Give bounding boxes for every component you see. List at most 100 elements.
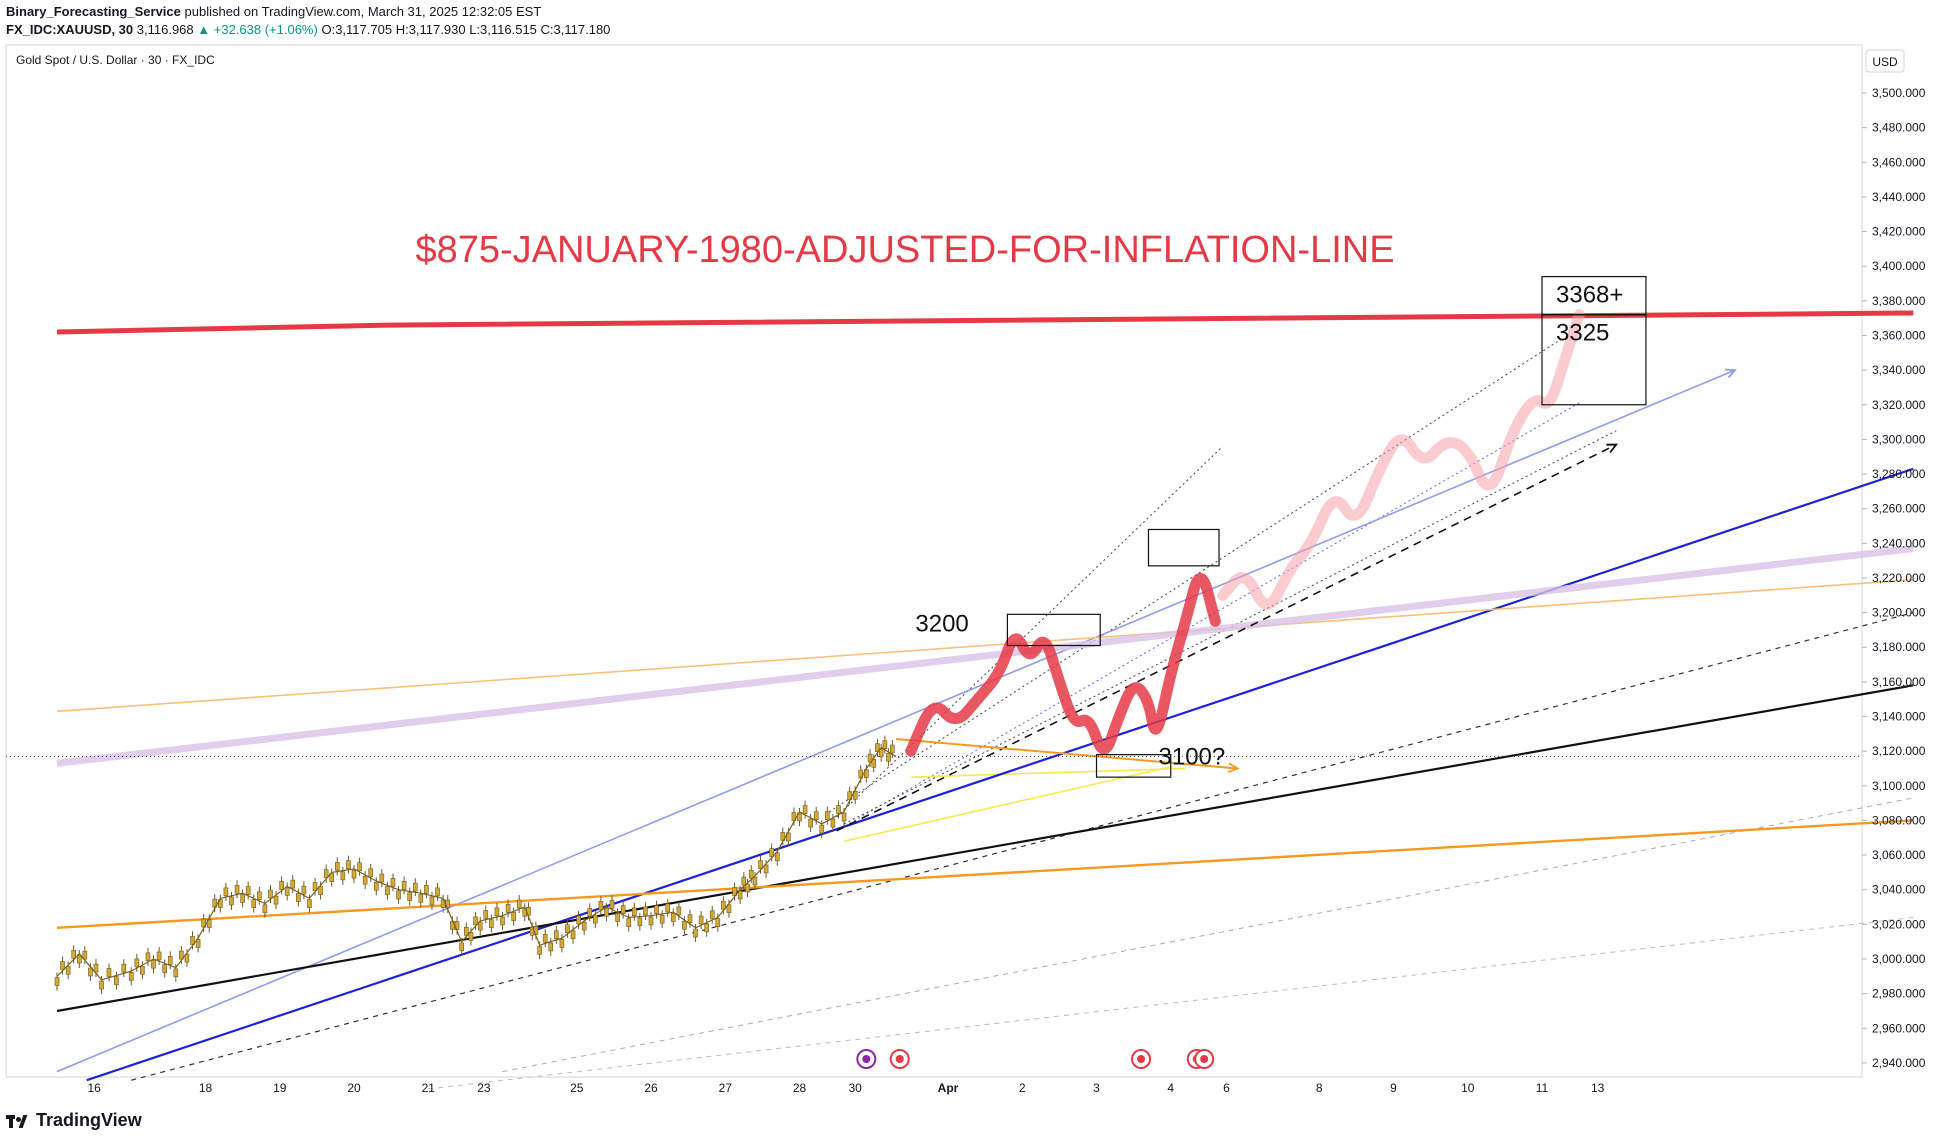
candle-body	[54, 977, 60, 986]
symbol-label: FX_IDC:XAUUSD, 30	[6, 22, 134, 37]
candle-body	[173, 968, 179, 978]
candle-body	[693, 928, 698, 938]
x-tick-label: 23	[477, 1081, 491, 1095]
candle-body	[121, 963, 127, 973]
candle-body	[615, 913, 620, 922]
inflation-annotation: $875-JANUARY-1980-ADJUSTED-FOR-INFLATION…	[415, 229, 1394, 271]
box-label: 3325	[1556, 320, 1609, 347]
y-tick-label: 3,120.000	[1872, 744, 1926, 758]
candle-body	[732, 887, 737, 896]
candle-body	[418, 894, 424, 903]
trendline-light-orange-trendline	[56, 578, 1914, 713]
candle-body	[223, 887, 229, 897]
y-tick-label: 3,280.000	[1872, 467, 1926, 481]
candle-body	[825, 811, 830, 820]
x-tick-label: 30	[849, 1081, 863, 1095]
x-tick-label: 27	[719, 1081, 733, 1095]
trendline-lavender-trendline	[56, 545, 1914, 767]
candle-body	[184, 953, 190, 963]
candle-body	[704, 923, 709, 933]
candle-body	[273, 895, 279, 905]
currency-box[interactable]	[1865, 49, 1905, 73]
candle-body	[128, 972, 134, 981]
trendline-orange-trendline	[56, 819, 1914, 929]
y-tick-label: 3,300.000	[1872, 432, 1926, 446]
publisher-name[interactable]: Binary_Forecasting_Service	[6, 4, 181, 19]
candle-body	[763, 864, 769, 874]
y-tick-label: 3,020.000	[1872, 917, 1926, 931]
candle-body	[65, 965, 71, 975]
candle-body	[871, 758, 877, 768]
candle-body	[505, 904, 511, 913]
candle-body	[511, 912, 516, 921]
y-tick-label: 3,380.000	[1872, 294, 1926, 308]
candle-body	[500, 916, 505, 926]
x-tick-label: 6	[1223, 1081, 1230, 1095]
guide-line	[836, 445, 1224, 818]
tradingview-brand[interactable]: TradingView	[36, 1110, 142, 1130]
candle-body	[114, 976, 119, 985]
candle-body	[698, 915, 704, 925]
y-tick-label: 3,480.000	[1872, 121, 1926, 135]
x-tick-label: 28	[793, 1081, 807, 1095]
trendline-inflation-line	[56, 310, 1914, 335]
event-icons	[856, 1049, 1215, 1069]
x-tick-label: 16	[87, 1081, 101, 1095]
candle-body	[830, 818, 836, 828]
candle-body	[559, 939, 565, 948]
candle-body	[875, 743, 880, 752]
annotation-box	[1541, 314, 1647, 406]
y-axis: 3,500.000 3,480.000 3,460.000 3,440.000 3,42…	[1862, 86, 1926, 1070]
candle-body	[234, 884, 240, 894]
x-tick-label: Apr	[938, 1081, 959, 1095]
candle-body	[279, 881, 284, 890]
candle-body	[676, 906, 682, 916]
candle-body	[407, 892, 412, 901]
candle-body	[296, 893, 301, 902]
y-tick-label: 3,260.000	[1872, 502, 1926, 516]
candle-body	[758, 860, 763, 869]
price-candles	[54, 735, 897, 994]
candle-body	[489, 919, 494, 928]
candle-body	[494, 907, 500, 917]
candle-body	[477, 921, 483, 931]
y-tick-label: 3,080.000	[1872, 813, 1926, 827]
candle-body	[424, 884, 429, 894]
annotation-box	[1147, 528, 1220, 567]
candle-body	[76, 954, 82, 964]
candle-body	[362, 875, 368, 885]
trendlines	[6, 310, 1914, 1090]
candle-body	[687, 914, 693, 924]
high-label: H:	[395, 22, 409, 37]
candle-body	[268, 889, 273, 899]
y-tick-label: 3,360.000	[1872, 328, 1926, 342]
y-tick-label: 3,500.000	[1872, 86, 1926, 100]
candle-body	[542, 933, 548, 943]
y-tick-label: 3,340.000	[1872, 363, 1926, 377]
annotation-box	[1095, 754, 1172, 778]
y-tick-label: 3,240.000	[1872, 536, 1926, 550]
x-tick-label: 4	[1167, 1081, 1174, 1095]
candle-body	[483, 910, 489, 919]
candle-body	[245, 886, 251, 895]
candle-body	[88, 967, 93, 977]
x-tick-label: 3	[1093, 1081, 1100, 1095]
trendline-dashed-projection	[836, 443, 1617, 832]
candle-body	[396, 890, 401, 900]
candle-body	[156, 951, 162, 961]
candle-body	[745, 883, 750, 893]
event-icon-dot	[862, 1055, 871, 1063]
candle-body	[886, 752, 891, 762]
close-value: 3,117.180	[553, 22, 611, 37]
candle-body	[670, 913, 676, 922]
candle-body	[620, 905, 626, 914]
y-tick-label: 3,460.000	[1872, 155, 1926, 169]
candle-body	[390, 878, 396, 887]
candle-body	[60, 961, 65, 970]
box-label: 3368+	[1556, 282, 1623, 309]
candle-body	[659, 914, 665, 924]
candle-body	[140, 965, 145, 975]
candle-body	[346, 860, 351, 869]
y-tick-label: 3,440.000	[1872, 190, 1926, 204]
